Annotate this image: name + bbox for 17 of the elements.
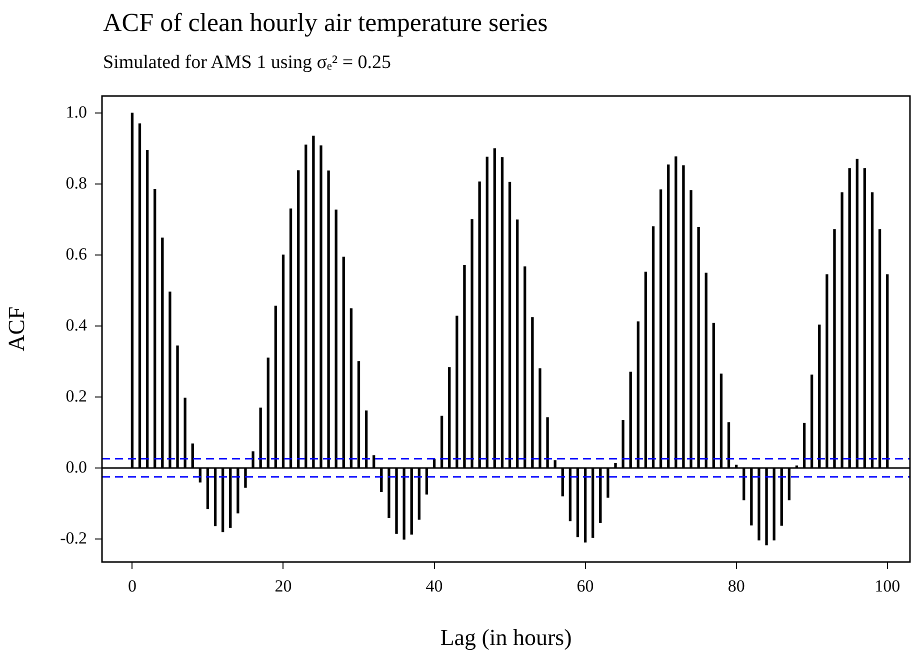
y-axis-title: ACF bbox=[4, 306, 29, 352]
y-tick-label: 0.8 bbox=[66, 173, 87, 192]
x-axis-title: Lag (in hours) bbox=[440, 625, 572, 650]
x-tick-label: 60 bbox=[576, 576, 594, 596]
y-tick-label: 0.2 bbox=[66, 386, 87, 406]
x-tick-label: 80 bbox=[728, 576, 745, 596]
x-tick-label: 0 bbox=[128, 576, 136, 596]
y-tick-label: 0.4 bbox=[66, 315, 88, 334]
chart-title: ACF of clean hourly air temperature series bbox=[103, 8, 548, 38]
chart-subtitle: Simulated for AMS 1 using σₑ² = 0.25 bbox=[103, 52, 392, 74]
x-tick-label: 20 bbox=[274, 576, 292, 596]
x-tick-label: 40 bbox=[426, 576, 443, 596]
y-tick-label: -0.2 bbox=[60, 528, 87, 548]
y-tick-label: 1.0 bbox=[66, 102, 87, 122]
x-tick-label: 100 bbox=[874, 576, 900, 596]
y-tick-label: 0.6 bbox=[66, 244, 87, 264]
y-tick-label: 0.0 bbox=[66, 457, 87, 476]
